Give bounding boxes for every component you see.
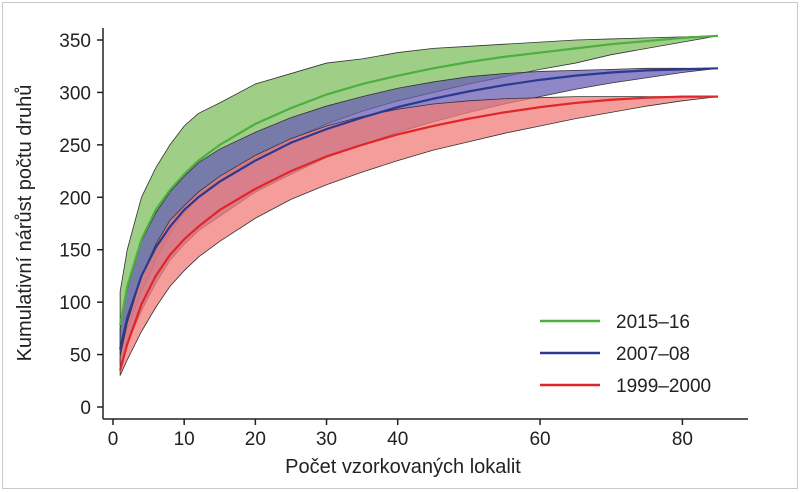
x-tick-label: 0 — [108, 429, 119, 450]
y-tick-label: 50 — [70, 346, 91, 367]
x-tick-label: 20 — [245, 429, 266, 450]
y-tick-label: 200 — [59, 188, 91, 209]
x-axis-label: Počet vzorkovaných lokalit — [285, 456, 521, 478]
y-tick-label: 100 — [59, 293, 91, 314]
x-tick-label: 10 — [174, 429, 195, 450]
legend-label: 1999–2000 — [616, 376, 711, 397]
band-1999–2000 — [119, 96, 719, 376]
y-tick-label: 250 — [59, 136, 91, 157]
x-tick-label: 80 — [672, 429, 693, 450]
mean-line-2015–16 — [119, 34, 719, 326]
x-tick-label: 40 — [387, 429, 408, 450]
legend-label: 2015–16 — [616, 312, 690, 333]
x-tick-label: 30 — [316, 429, 337, 450]
species-accumulation-chart: 0 50 100 150 200 250 300 350 0 10 20 30 40 60 80 2015–… — [14, 28, 748, 478]
y-tick-label: 150 — [59, 241, 91, 262]
legend-label: 2007–08 — [616, 344, 690, 365]
y-tick-label: 300 — [59, 83, 91, 104]
y-axis-label: Kumulativní nárůst počtu druhů — [14, 85, 36, 362]
y-tick-label: 0 — [80, 398, 91, 419]
y-tick-label: 350 — [59, 31, 91, 52]
legend: 2015–16 2007–08 1999–2000 — [540, 312, 711, 397]
axes: 0 50 100 150 200 250 300 350 0 10 20 30 40 60 80 — [59, 28, 748, 450]
x-tick-label: 60 — [529, 429, 550, 450]
mean-line-2007–08 — [119, 67, 719, 350]
mean-lines — [119, 34, 719, 371]
mean-line-1999–2000 — [119, 95, 718, 371]
